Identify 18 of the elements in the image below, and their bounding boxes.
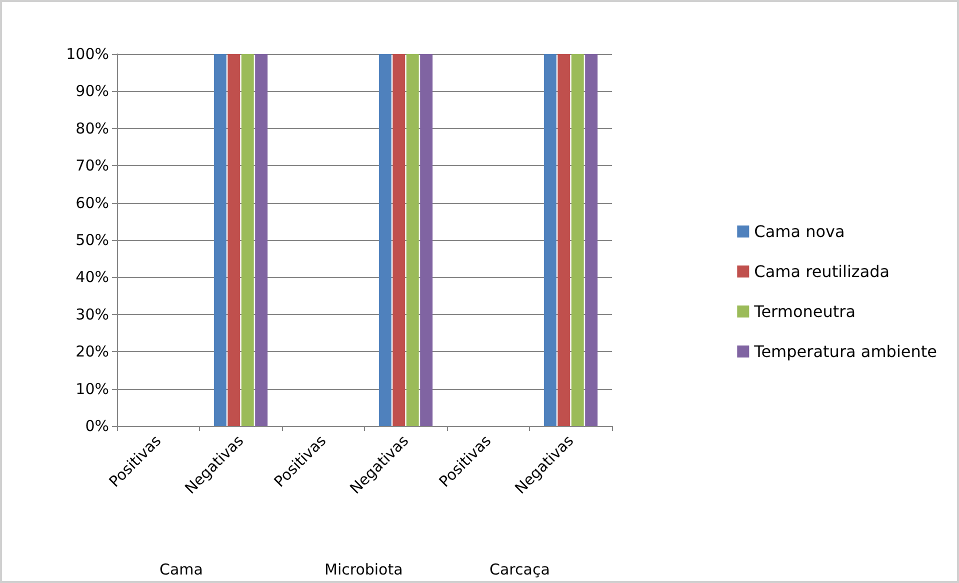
legend-label: Termoneutra [753, 302, 856, 321]
y-tick-label: 10% [76, 380, 109, 398]
y-tick-label: 60% [76, 194, 109, 212]
text: Microbiota [324, 560, 403, 578]
y-tick-label: 90% [76, 82, 109, 100]
legend-label: Temperatura ambiente [753, 342, 937, 361]
text: Cama [160, 560, 203, 578]
y-tick-label: 50% [76, 231, 109, 249]
y-tick-label: 40% [76, 268, 109, 286]
y-tick-label: 80% [76, 119, 109, 138]
y-tick-label: 20% [76, 342, 109, 361]
legend-label: Cama reutilizada [754, 262, 890, 281]
y-tick-label: 100% [66, 45, 109, 63]
y-tick-label: 0% [85, 417, 109, 435]
text: Carcaça [490, 560, 550, 578]
y-tick-label: 70% [76, 156, 109, 175]
legend-label: Cama nova [754, 222, 845, 241]
y-tick-label: 30% [76, 305, 109, 324]
